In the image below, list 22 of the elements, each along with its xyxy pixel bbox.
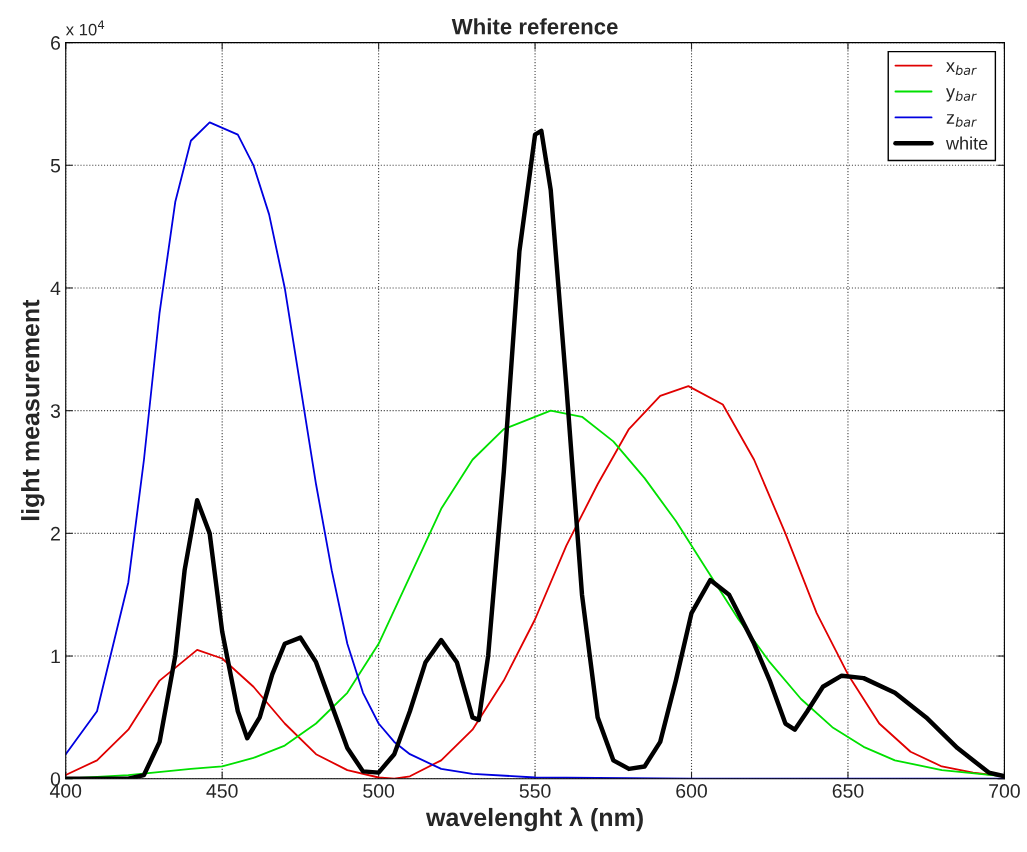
x-axis-title: wavelenght λ (nm): [425, 807, 643, 832]
x-tick-label: 600: [676, 784, 707, 798]
y-tick-label: 3: [50, 404, 61, 418]
y-tick-label: 1: [51, 649, 60, 664]
x-tick-label: 550: [519, 784, 551, 798]
y-tick-label: 2: [51, 526, 60, 541]
x-tick-label: 400: [49, 784, 82, 798]
x-tick-label: 650: [832, 784, 864, 798]
y-tick-label: 4: [50, 281, 61, 296]
chart-title: White reference: [451, 18, 618, 35]
legend-label: y$_{bar}$: [946, 88, 977, 102]
y-axis-title: light measurement: [21, 299, 45, 521]
x-tick-label: 450: [206, 784, 238, 798]
legend-label: z$_{bar}$: [946, 114, 977, 127]
y-tick-label: 0: [50, 772, 61, 786]
x-tick-label: 700: [989, 784, 1020, 798]
legend-label: x$_{bar}$: [946, 62, 977, 76]
text: x 10$^{4}$: [65, 20, 105, 36]
y-tick-label: 6: [51, 36, 61, 50]
y-tick-label: 5: [50, 158, 61, 173]
legend-label: white: [945, 136, 988, 150]
x-tick-label: 500: [363, 784, 395, 798]
